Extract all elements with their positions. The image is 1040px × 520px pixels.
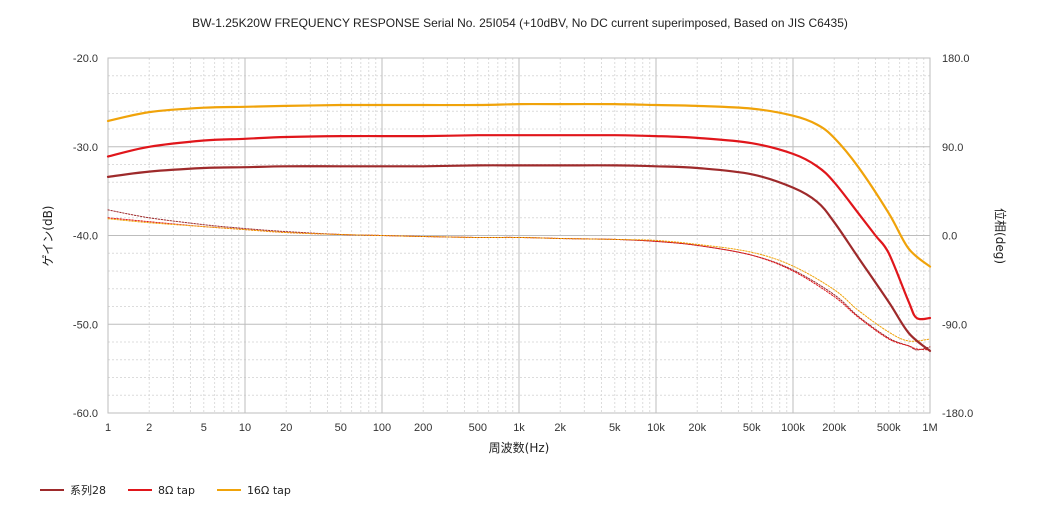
legend-item-16ohm-tap: 16Ω tap: [216, 482, 291, 498]
x-tick-label: 50: [335, 422, 347, 434]
series-layer: [106, 102, 932, 352]
left-y-axis-title: ゲイン(dB): [41, 206, 55, 267]
right-y-axis-ticks: 180.0 90.0 0.0 -90.0 -180.0: [942, 53, 973, 420]
phase-line-16Ω-tap-phase: [107, 218, 931, 342]
legend-item-series28: 系列28: [40, 482, 106, 498]
left-y-tick-label: -30.0: [73, 142, 98, 154]
legend-label: 系列28: [70, 484, 106, 497]
x-tick-label: 500: [469, 422, 487, 434]
legend-item-8ohm-tap: 8Ω tap: [128, 482, 195, 498]
left-y-tick-label: -20.0: [73, 53, 98, 65]
x-tick-label: 2k: [554, 422, 566, 434]
legend: 系列28 8Ω tap 16Ω tap: [40, 482, 291, 498]
right-y-tick-label: -90.0: [942, 319, 967, 331]
gain-line-8Ω-tap: [106, 134, 932, 321]
x-tick-label: 10k: [647, 422, 665, 434]
right-y-tick-label: 180.0: [942, 53, 970, 65]
x-tick-label: 100: [373, 422, 391, 434]
x-tick-label: 1: [105, 422, 111, 434]
chart-title: BW-1.25K20W FREQUENCY RESPONSE Serial No…: [192, 16, 848, 30]
x-tick-label: 1M: [922, 422, 937, 434]
left-y-tick-label: -40.0: [73, 231, 98, 243]
x-axis-title: 周波数(Hz): [489, 440, 550, 455]
plot-area: [107, 57, 931, 414]
gain-line-16Ω-tap: [106, 102, 932, 268]
right-y-axis-title: 位相(deg): [993, 208, 1008, 264]
x-tick-label: 50k: [743, 422, 761, 434]
x-tick-label: 1k: [513, 422, 525, 434]
x-tick-label: 20k: [688, 422, 706, 434]
legend-label: 8Ω tap: [158, 483, 195, 497]
x-tick-label: 5: [201, 422, 207, 434]
legend-label: 16Ω tap: [246, 483, 291, 497]
right-y-tick-label: 0.0: [942, 231, 957, 243]
x-tick-label: 200: [414, 422, 432, 434]
legend-swatch: [40, 489, 64, 491]
x-tick-label: 20: [280, 422, 292, 434]
x-tick-label: 2: [146, 422, 152, 434]
right-y-tick-label: 90.0: [942, 142, 963, 154]
x-tick-label: 200k: [822, 422, 846, 434]
legend-swatch: [216, 489, 241, 491]
x-tick-label: 100k: [781, 422, 805, 434]
left-y-tick-label: -60.0: [73, 408, 98, 420]
x-tick-label: 5k: [609, 422, 621, 434]
x-axis-ticks: 1 2 5 10 20 50 100 200 500 1k 2k 5k 10k 20k 50k 100k 200…: [105, 422, 938, 434]
x-tick-label: 500k: [877, 422, 901, 434]
left-y-axis-ticks: -20.0 -30.0 -40.0 -50.0 -60.0: [73, 53, 98, 420]
gain-line-系列28: [106, 164, 932, 352]
left-y-tick-label: -50.0: [73, 319, 98, 331]
x-tick-label: 10: [239, 422, 251, 434]
right-y-tick-label: -180.0: [942, 408, 973, 420]
legend-swatch: [128, 489, 152, 491]
